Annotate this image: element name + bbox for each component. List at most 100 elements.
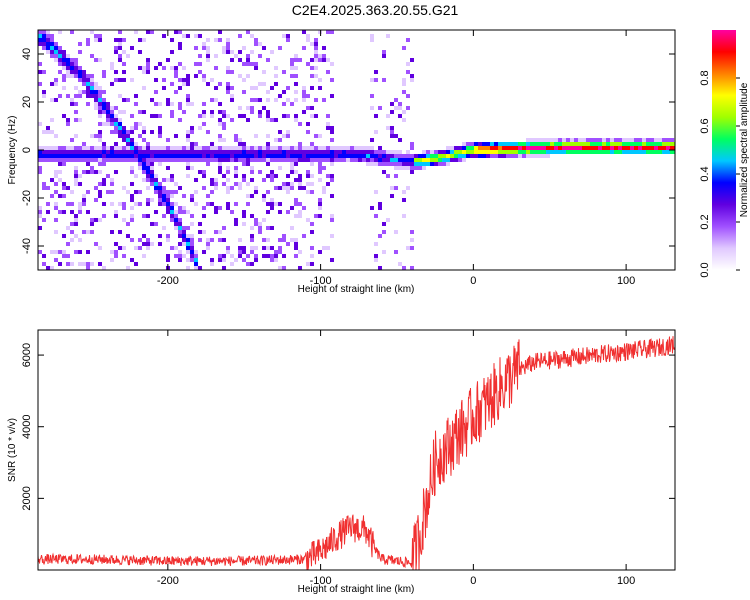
heatmap-cell (186, 158, 190, 162)
heatmap-cell (170, 174, 174, 178)
heatmap-cell (318, 250, 322, 254)
heatmap-cell (54, 58, 58, 62)
heatmap-cell (78, 146, 82, 150)
snr-frame (37, 329, 676, 571)
heatmap-cell (78, 158, 82, 162)
heatmap-cell (318, 214, 322, 218)
heatmap-cell (222, 174, 226, 178)
y-tick-label: 2000 (21, 486, 33, 510)
heatmap-cell (166, 238, 170, 242)
heatmap-cell (38, 42, 42, 46)
heatmap-cell (198, 62, 202, 66)
heatmap-cell (250, 246, 254, 250)
heatmap-cell (306, 94, 310, 98)
heatmap-cell (170, 146, 174, 150)
heatmap-cell (106, 174, 110, 178)
heatmap-cell (394, 106, 398, 110)
heatmap-cell (250, 34, 254, 38)
heatmap-cell (262, 246, 266, 250)
heatmap-cell (210, 202, 214, 206)
heatmap-cell (526, 138, 530, 142)
heatmap-cell (242, 142, 246, 146)
heatmap-cell (186, 226, 190, 230)
heatmap-cell (178, 46, 182, 50)
heatmap-cell (578, 142, 582, 146)
heatmap-cell (114, 38, 118, 42)
heatmap-cell (306, 154, 310, 158)
heatmap-cell (182, 158, 186, 162)
heatmap-cell (202, 74, 206, 78)
heatmap-cell (134, 262, 138, 266)
heatmap-cell (226, 82, 230, 86)
heatmap-cell (202, 114, 206, 118)
heatmap-cell (306, 38, 310, 42)
heatmap-cell (46, 42, 50, 46)
heatmap-cell (302, 234, 306, 238)
heatmap-cell (586, 138, 590, 142)
heatmap-cell (138, 162, 142, 166)
heatmap-cell (74, 250, 78, 254)
heatmap-cell (486, 142, 490, 146)
heatmap-cell (198, 146, 202, 150)
heatmap-cell (430, 154, 434, 158)
heatmap-cell (210, 110, 214, 114)
heatmap-cell (146, 166, 150, 170)
heatmap-cell (514, 142, 518, 146)
heatmap-cell (306, 122, 310, 126)
heatmap-cell (186, 134, 190, 138)
heatmap-cell (118, 154, 122, 158)
heatmap-cell (274, 174, 278, 178)
heatmap-cell (178, 250, 182, 254)
heatmap-cell (374, 214, 378, 218)
heatmap-cell (114, 210, 118, 214)
heatmap-cell (254, 42, 258, 46)
heatmap-cell (218, 122, 222, 126)
heatmap-cell (102, 146, 106, 150)
heatmap-cell (58, 58, 62, 62)
heatmap-cell (102, 182, 106, 186)
heatmap-cell (634, 142, 638, 146)
heatmap-cell (294, 66, 298, 70)
heatmap-cell (66, 242, 70, 246)
heatmap-cell (58, 50, 62, 54)
heatmap-cell (110, 258, 114, 262)
heatmap-cell (174, 134, 178, 138)
heatmap-cell (134, 150, 138, 154)
heatmap-cell (182, 154, 186, 158)
heatmap-cell (138, 202, 142, 206)
heatmap-cell (146, 70, 150, 74)
heatmap-cell (266, 110, 270, 114)
heatmap-cell (494, 142, 498, 146)
heatmap-cell (94, 146, 98, 150)
heatmap-cell (326, 146, 330, 150)
heatmap-cell (126, 54, 130, 58)
heatmap-cell (226, 50, 230, 54)
heatmap-cell (42, 38, 46, 42)
heatmap-cell (130, 138, 134, 142)
heatmap-cell (58, 154, 62, 158)
heatmap-cell (394, 154, 398, 158)
heatmap-cell (110, 230, 114, 234)
heatmap-cell (126, 142, 130, 146)
heatmap-cell (138, 154, 142, 158)
heatmap-cell (42, 262, 46, 266)
heatmap-cell (182, 206, 186, 210)
heatmap-cell (558, 146, 562, 150)
heatmap-cell (294, 74, 298, 78)
heatmap-cell (102, 110, 106, 114)
heatmap-cell (90, 158, 94, 162)
heatmap-cell (250, 150, 254, 154)
heatmap-cell (46, 186, 50, 190)
heatmap-cell (90, 82, 94, 86)
heatmap-cell (330, 214, 334, 218)
heatmap-cell (462, 154, 466, 158)
heatmap-cell (286, 186, 290, 190)
heatmap-cell (170, 82, 174, 86)
heatmap-cell (198, 70, 202, 74)
heatmap-cell (594, 146, 598, 150)
heatmap-cell (314, 58, 318, 62)
heatmap-cell (582, 146, 586, 150)
heatmap-cell (366, 154, 370, 158)
heatmap-cell (66, 202, 70, 206)
